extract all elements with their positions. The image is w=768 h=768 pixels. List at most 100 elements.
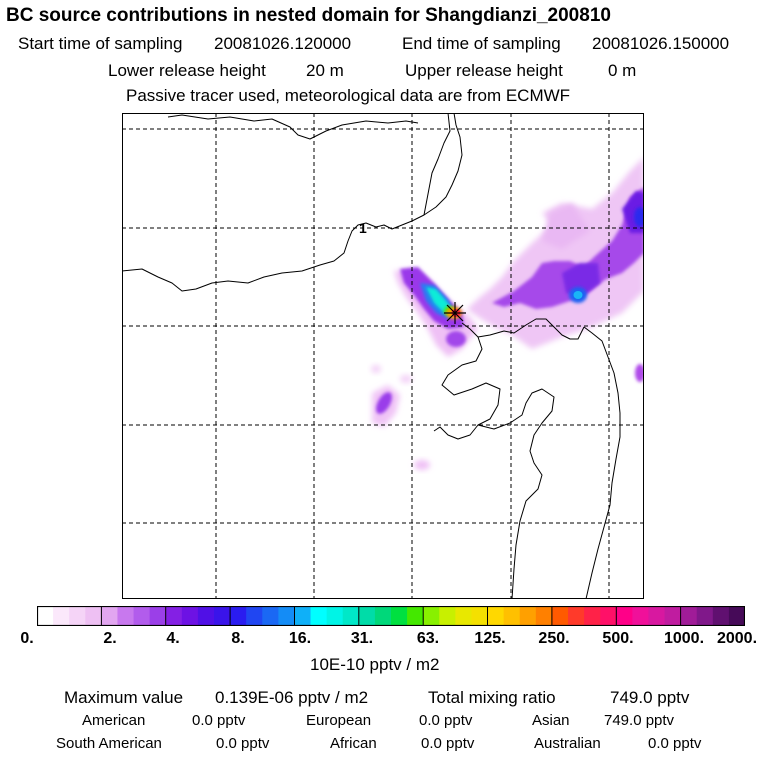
colorbar-swatch (680, 606, 698, 626)
colorbar-swatch (37, 606, 54, 626)
colorbar-swatch (149, 606, 167, 626)
colorbar-tick: 63. (416, 630, 440, 647)
colorbar-swatch (535, 606, 553, 626)
colorbar-swatch (53, 606, 70, 626)
colorbar-swatch (519, 606, 537, 626)
colorbar-swatch (117, 606, 135, 626)
colorbar-swatch (246, 606, 263, 626)
colorbar-swatch (278, 606, 296, 626)
region-name: Asian (532, 712, 570, 729)
start-time-label: Start time of sampling (18, 34, 183, 53)
colorbar-tick: 1000. (663, 630, 705, 647)
end-time-label: End time of sampling (402, 34, 561, 53)
border-branch (423, 113, 451, 216)
colorbar-swatch (728, 606, 745, 626)
colorbar-unit: 10E-10 pptv / m2 (310, 655, 440, 674)
plume-spot-c (371, 365, 381, 373)
page-title: BC source contributions in nested domain… (6, 5, 611, 26)
total-mixing-value: 749.0 pptv (610, 688, 690, 707)
colorbar-swatch (391, 606, 408, 626)
map-frame (122, 113, 644, 599)
colorbar-swatch (294, 606, 312, 626)
plume-outer-ne2 (542, 203, 590, 249)
colorbar-swatch (712, 606, 730, 626)
colorbar-swatch (568, 606, 585, 626)
plume-spot-b (400, 375, 412, 383)
colorbar-tick: 125. (474, 630, 506, 647)
colorbar-tick: 250. (538, 630, 570, 647)
plume-blue-edge (634, 207, 644, 227)
plume-sw-blob (446, 331, 466, 347)
upper-release-value: 0 m (608, 61, 637, 80)
region-value: 0.0 pptv (192, 712, 246, 729)
colorbar-tick: 4. (166, 630, 180, 647)
region-name: African (330, 735, 377, 752)
colorbar-swatch (85, 606, 102, 626)
colorbar-swatch (133, 606, 151, 626)
colorbar-tick: 2. (103, 630, 117, 647)
colorbar-swatch (455, 606, 473, 626)
plume-violet-ne (562, 263, 600, 297)
lower-release-value: 20 m (306, 61, 344, 80)
colorbar-swatch (664, 606, 682, 626)
colorbar-swatch (551, 606, 569, 626)
plume-spot-a (414, 460, 430, 470)
colorbar-swatch (101, 606, 119, 626)
region-value: 0.0 pptv (648, 735, 702, 752)
colorbar-swatch (214, 606, 231, 626)
colorbar-tick: 500. (602, 630, 634, 647)
coastline-bohai (441, 322, 555, 599)
colorbar-tick: 0. (20, 630, 34, 647)
colorbar-swatch (439, 606, 456, 626)
plume-purple-ne (492, 187, 644, 309)
coastline-liaodong (477, 318, 585, 340)
colorbar-swatch (342, 606, 360, 626)
colorbar-tick: 2000. (716, 630, 758, 647)
national-border (122, 113, 463, 292)
region-name: American (82, 712, 146, 729)
colorbar-swatch (181, 606, 199, 626)
region-value: 749.0 pptv (604, 712, 675, 729)
contour-label: 1 (359, 220, 367, 236)
colorbar-swatch (326, 606, 344, 626)
colorbar-swatch (262, 606, 279, 626)
region-name: South American (56, 735, 162, 752)
map-boundaries (122, 113, 621, 599)
colorbar (37, 606, 745, 626)
region-value: 0.0 pptv (216, 735, 270, 752)
colorbar-swatch (374, 606, 392, 626)
plume-spot-d (635, 364, 644, 382)
footprint-map: 1 (122, 113, 644, 599)
colorbar-frame (37, 606, 745, 626)
lat-lon-grid (122, 113, 644, 599)
colorbar-swatch (503, 606, 521, 626)
colorbar-swatch (69, 606, 86, 626)
data-source-note: Passive tracer used, meteorological data… (126, 86, 571, 105)
coastline-korea (583, 326, 621, 599)
max-value: 0.139E-06 pptv / m2 (215, 688, 369, 707)
upper-release-label: Upper release height (405, 61, 563, 80)
colorbar-swatch (600, 606, 617, 626)
lower-release-label: Lower release height (108, 61, 266, 80)
colorbar-swatch (165, 606, 183, 626)
max-value-label: Maximum value (64, 688, 184, 707)
plume-purple-w (376, 392, 392, 414)
colorbar-swatch (310, 606, 328, 626)
colorbar-swatch (648, 606, 666, 626)
region-value: 0.0 pptv (421, 735, 475, 752)
colorbar-swatch (423, 606, 440, 626)
colorbar-tick: 16. (288, 630, 312, 647)
station-marker-icon (444, 302, 466, 324)
colorbar-swatch (230, 606, 247, 626)
coastline-shandong (433, 424, 479, 440)
total-mixing-label: Total mixing ratio (428, 688, 556, 707)
plume-cyan-ne (573, 291, 583, 299)
region-value: 0.0 pptv (419, 712, 473, 729)
colorbar-swatch (696, 606, 714, 626)
plume-cyan-station (426, 287, 452, 313)
colorbar-swatch (471, 606, 489, 626)
colorbar-swatch (358, 606, 376, 626)
end-time-value: 20081026.150000 (592, 34, 730, 53)
colorbar-swatch (197, 606, 215, 626)
region-name: Australian (534, 735, 601, 752)
